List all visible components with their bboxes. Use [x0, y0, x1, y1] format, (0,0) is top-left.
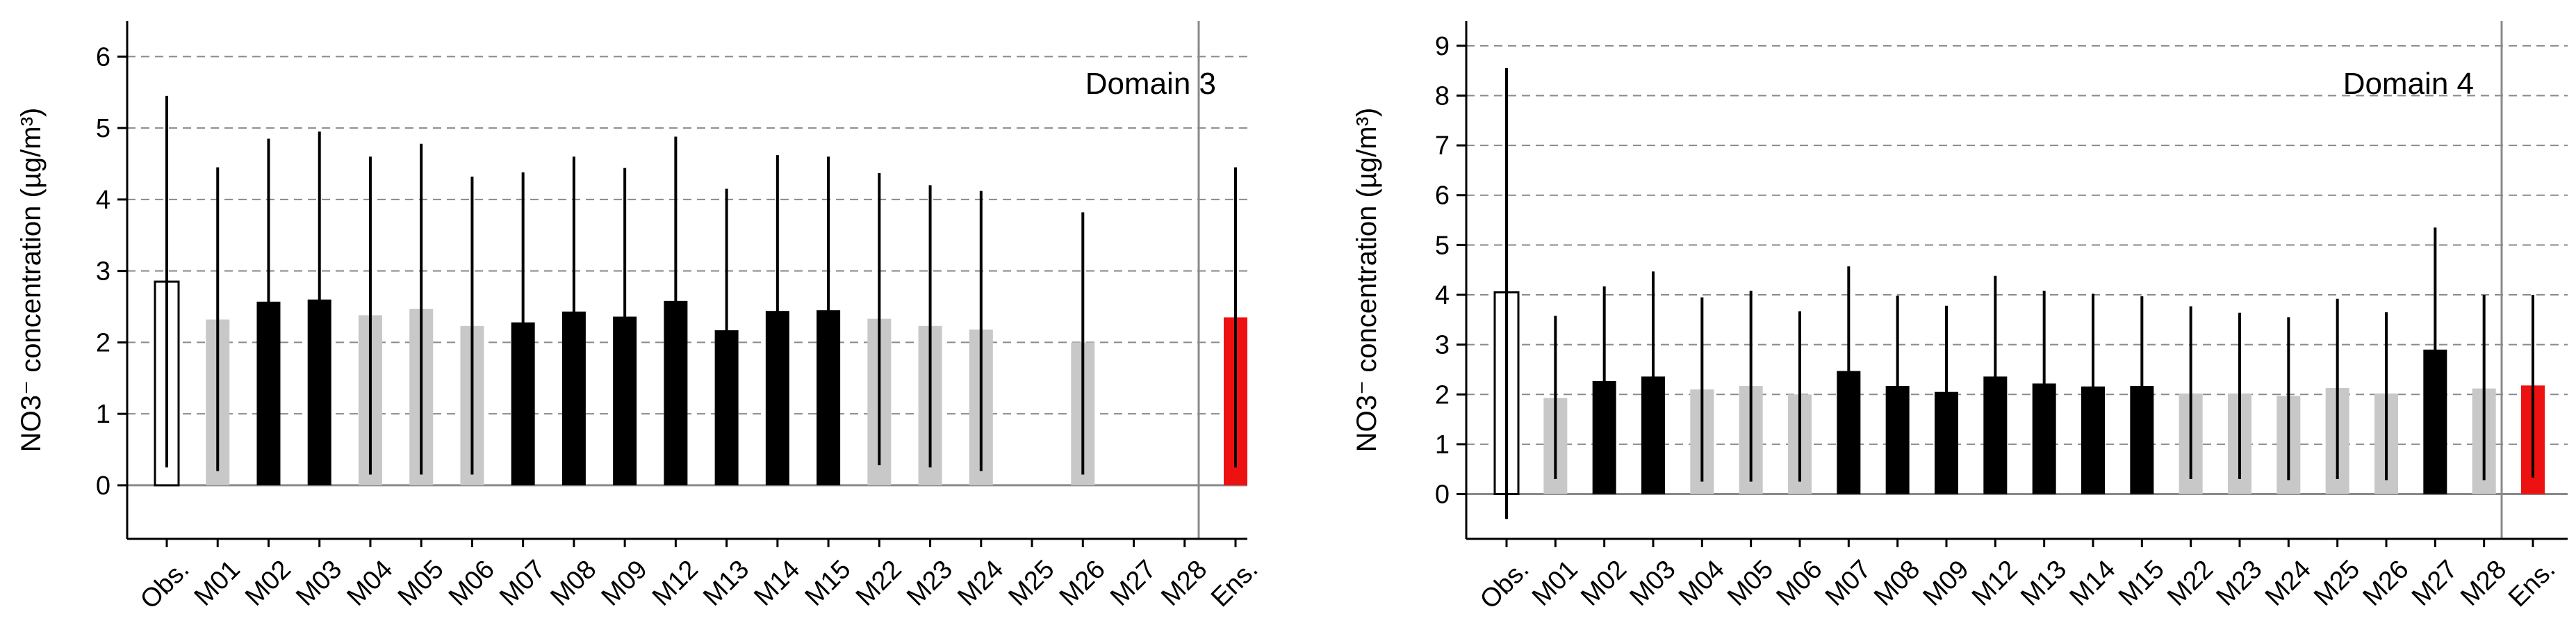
y-tick-label: 4	[1435, 281, 1450, 310]
x-tick-label: M28	[2455, 555, 2512, 612]
x-tick-label: M28	[1156, 555, 1213, 612]
x-tick-label: M08	[1869, 555, 1926, 612]
x-tick-label: M03	[1625, 555, 1682, 612]
y-tick-label: 3	[1435, 331, 1450, 360]
x-tick-label: M03	[290, 555, 347, 612]
y-tick-label: 2	[96, 328, 110, 357]
x-tick-label: M13	[2015, 555, 2072, 612]
x-tick-label: M01	[1527, 555, 1584, 612]
x-tick-label: M06	[443, 555, 500, 612]
x-tick-label: M23	[2211, 555, 2268, 612]
domain-annotation: Domain 4	[2343, 67, 2474, 101]
x-tick-label: M04	[1673, 555, 1730, 612]
x-tick-label: M06	[1771, 555, 1828, 612]
y-tick-label: 4	[96, 186, 110, 215]
y-tick-label: 7	[1435, 131, 1450, 161]
x-tick-label: M04	[341, 555, 398, 612]
y-tick-label: 1	[96, 400, 110, 429]
y-tick-label: 6	[1435, 181, 1450, 211]
x-tick-label: M22	[851, 555, 908, 612]
chart-panel-2: 0 1 2 3 4 5 6 7 8 9 Obs.M01M02M03M04M05M06M07M08M0…	[1352, 21, 2568, 615]
x-tick-label: M08	[545, 555, 602, 612]
x-tick-label: M05	[1722, 555, 1779, 612]
y-tick-label: 0	[96, 471, 110, 501]
x-tick-label: M25	[1003, 555, 1060, 612]
x-tick-label: M02	[1575, 555, 1632, 612]
x-tick-label: Ens.	[2503, 555, 2561, 613]
x-tick-label: M12	[1967, 555, 2024, 612]
y-axis-label: NO3⁻ concentration (µg/m³)	[16, 108, 47, 452]
y-tick-label: 5	[1435, 231, 1450, 260]
x-tick-label: M24	[2260, 555, 2317, 612]
x-tick-label: M09	[596, 555, 653, 612]
x-tick-label: Obs.	[135, 555, 195, 615]
y-tick-label: 8	[1435, 81, 1450, 111]
x-tick-label: M07	[494, 555, 551, 612]
x-tick-label: M13	[698, 555, 755, 612]
x-tick-label: M22	[2162, 555, 2219, 612]
x-tick-label: M02	[240, 555, 297, 612]
x-tick-label: Obs.	[1475, 555, 1534, 615]
x-tick-label: M27	[2406, 555, 2463, 612]
x-tick-label: M14	[2065, 555, 2122, 612]
x-tick-label: M05	[393, 555, 450, 612]
y-tick-label: 5	[96, 114, 110, 143]
domain-annotation: Domain 3	[1085, 67, 1216, 101]
x-tick-label: M12	[647, 555, 704, 612]
y-tick-label: 6	[96, 42, 110, 72]
x-tick-label: M23	[901, 555, 958, 612]
x-tick-label: M26	[1054, 555, 1111, 612]
y-tick-label: 0	[1435, 480, 1450, 510]
x-tick-label: M15	[800, 555, 857, 612]
y-axis-label: NO3⁻ concentration (µg/m³)	[1352, 108, 1382, 452]
x-tick-label: M15	[2113, 555, 2170, 612]
x-tick-label: M09	[1918, 555, 1975, 612]
x-tick-label: M01	[189, 555, 246, 612]
x-tick-label: M26	[2358, 555, 2415, 612]
x-tick-label: M25	[2308, 555, 2365, 612]
x-tick-label: M07	[1820, 555, 1877, 612]
y-tick-label: 2	[1435, 380, 1450, 410]
chart-panel-1: 0123456Obs.M01M02M03M04M05M06M07M08M09M1…	[16, 21, 1264, 615]
y-tick-label: 3	[96, 257, 110, 286]
x-tick-label: M27	[1105, 555, 1162, 612]
y-tick-label: 1	[1435, 430, 1450, 460]
x-tick-label: M24	[952, 555, 1009, 612]
y-tick-label: 9	[1435, 32, 1450, 61]
x-tick-label: Ens.	[1206, 555, 1263, 613]
x-tick-label: M14	[748, 555, 805, 612]
